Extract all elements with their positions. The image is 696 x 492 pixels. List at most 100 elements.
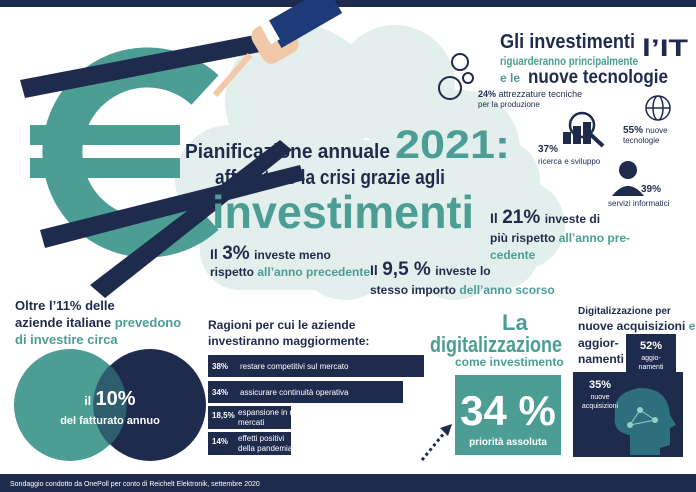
stat-text: all’anno pre- [559, 231, 630, 245]
acq-label: acquisizioni [582, 403, 619, 410]
digital-caption: priorità assoluta [469, 437, 547, 448]
hand-icon [212, 0, 343, 97]
acq-value: 52% [640, 340, 662, 352]
support-icon [612, 161, 644, 196]
reason-row: 38% restare competitivi sul mercato [208, 355, 424, 377]
venn-circle [94, 349, 206, 461]
acq-label: nuove [590, 394, 609, 401]
reason-row: 18,5% espansione in nuovi mercati [208, 406, 309, 429]
stat-lead: Il [370, 262, 378, 278]
head-icon [614, 388, 676, 455]
acq-title-b: nuove acquisizioni [578, 319, 685, 333]
venn-overlap [93, 365, 127, 445]
it-item-label: attrezzature tecniche [499, 89, 583, 99]
stat-lead: Il [210, 246, 218, 262]
revenue-line1: Oltre l’11% delle [15, 298, 115, 313]
stat-text: più rispetto [490, 231, 555, 245]
stat-same-line1: Il 9,5 % investe lo [370, 259, 491, 280]
it-item-label: tecnologie [623, 136, 660, 145]
acq-title-c: e [689, 319, 696, 333]
reason-label: effetti positivi [238, 434, 284, 443]
it-item-label: per la produzione [478, 100, 540, 109]
it-item-value: 24% [478, 89, 496, 99]
revenue-line2: aziende italiane prevedono [15, 315, 181, 330]
top-band [0, 0, 696, 7]
digital-line3: come investimento [455, 355, 564, 369]
reason-value: 18,5% [212, 411, 235, 420]
title-line2: affrontare la crisi grazie agli [215, 167, 445, 189]
reason-label: restare competitivi sul mercato [240, 362, 349, 371]
acq-title-d: aggior- [578, 336, 619, 350]
reason-label: della pandemia [238, 444, 293, 453]
stat-less-line2: rispetto all’anno precedente [210, 265, 370, 279]
stat-lead: Il [490, 210, 498, 226]
reasons-title: investiranno maggiormente: [208, 334, 369, 348]
reason-value: 38% [212, 362, 228, 371]
euro-icon [20, 35, 305, 298]
acq-box [626, 334, 676, 376]
reason-value: 34% [212, 388, 228, 397]
stat-value: 21% [502, 207, 540, 228]
it-item-label: servizi informatici [608, 199, 670, 208]
stat-text: all’anno precedente [257, 265, 370, 279]
reason-label: espansione in nuovi [238, 408, 309, 417]
reason-row: 14% effetti positivi della pandemia [208, 432, 293, 455]
stat-value: 9,5 % [382, 259, 431, 280]
stat-text: investe di [545, 212, 600, 226]
reason-row: 34% assicurare continuità operativa [208, 381, 403, 403]
digital-line2: digitalizzazione [430, 332, 562, 357]
revenue-caption: del fatturato annuo [60, 415, 160, 427]
it-title-a: Gli investimenti [500, 31, 635, 53]
gear-icon [438, 53, 474, 100]
digital-value: 34 % [460, 387, 556, 434]
acq-value: 35% [589, 379, 611, 391]
acq-label: aggio- [641, 355, 661, 362]
it-item-line: 24% attrezzature tecniche [478, 89, 582, 99]
footer-band [0, 474, 696, 492]
it-item-value: 55% [623, 125, 643, 136]
footer-text: Sondaggio condotto da OnePoll per conto … [10, 481, 260, 488]
reason-label: mercati [238, 418, 264, 427]
stat-more-line3: cedente [490, 248, 536, 262]
stat-same-line2: stesso importo dell’anno scorso [370, 283, 555, 297]
revenue-text: aziende italiane [15, 315, 111, 330]
it-item-value: 37% [538, 144, 558, 155]
reason-bar [208, 432, 291, 455]
reason-label: assicurare continuità operativa [240, 388, 349, 397]
reason-bar [208, 381, 403, 403]
venn-circle [14, 349, 126, 461]
stat-text: rispetto [210, 265, 254, 279]
stat-less-line1: Il 3% investe meno [210, 243, 331, 264]
title-line3: investimenti [212, 186, 474, 238]
revenue-text: prevedono [115, 315, 182, 330]
globe-icon [645, 95, 671, 121]
research-icon [563, 111, 605, 148]
reason-value: 14% [212, 437, 228, 446]
it-item-label: nuove [646, 126, 668, 135]
revenue-lead: il [84, 394, 91, 408]
title-line1: Pianificazione annuale [185, 141, 390, 163]
stat-text: investe lo [435, 264, 490, 278]
stat-more-line2: più rispetto all’anno pre- [490, 231, 630, 245]
stat-value: 3% [222, 243, 250, 264]
it-item-line: 55% nuove [623, 125, 668, 136]
revenue-value-line: il 10% [84, 388, 135, 410]
stat-more-line1: Il 21% investe di [490, 207, 600, 228]
acq-label: namenti [639, 364, 664, 371]
digital-line1: La [502, 310, 528, 335]
reason-bar [208, 406, 291, 429]
reason-bar [208, 355, 424, 377]
stat-text: investe meno [254, 248, 331, 262]
it-item-value: 39% [641, 184, 661, 195]
acq-title-a: Digitalizzazione per [578, 306, 671, 317]
stat-text: stesso importo [370, 283, 456, 297]
revenue-line3: di investire circa [15, 332, 118, 347]
it-title-c: l’IT [642, 35, 688, 62]
acq-title-e: namenti [578, 352, 624, 366]
arrow-icon [420, 424, 452, 461]
acq-title-line: nuove acquisizioni e [578, 319, 696, 333]
digital-box [455, 375, 561, 455]
it-title-b: riguarderanno principalmente [500, 54, 638, 68]
